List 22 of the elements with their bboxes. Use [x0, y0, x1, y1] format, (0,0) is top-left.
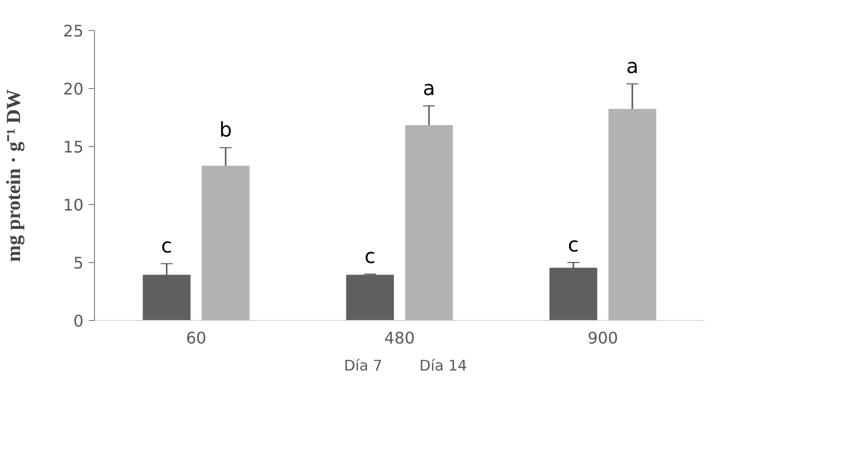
- annotation: b: [219, 118, 232, 142]
- y-axis-title: mg protein · g⁻¹ DW: [3, 89, 26, 262]
- bar: [405, 125, 453, 320]
- y-tick-label: 0: [73, 312, 84, 330]
- bar: [202, 166, 250, 320]
- annotation: c: [568, 232, 579, 256]
- annotation: c: [364, 244, 376, 268]
- y-tick-label: 25: [63, 22, 84, 40]
- y-tick-label: 15: [63, 138, 84, 156]
- x-tick-label: 900: [588, 328, 618, 348]
- text: Día 14: [419, 358, 467, 374]
- bar: [608, 108, 656, 320]
- annotation: a: [422, 76, 436, 100]
- annotation: c: [161, 234, 172, 258]
- annotation: a: [626, 54, 638, 78]
- x-tick-label: 480: [384, 328, 415, 348]
- text: Día 7: [344, 358, 382, 374]
- x-tick-label: 60: [186, 328, 206, 348]
- y-tick-label: 5: [73, 254, 84, 272]
- y-tick-label: 20: [63, 80, 84, 98]
- y-tick-label: 10: [63, 196, 84, 214]
- bar: [346, 274, 394, 320]
